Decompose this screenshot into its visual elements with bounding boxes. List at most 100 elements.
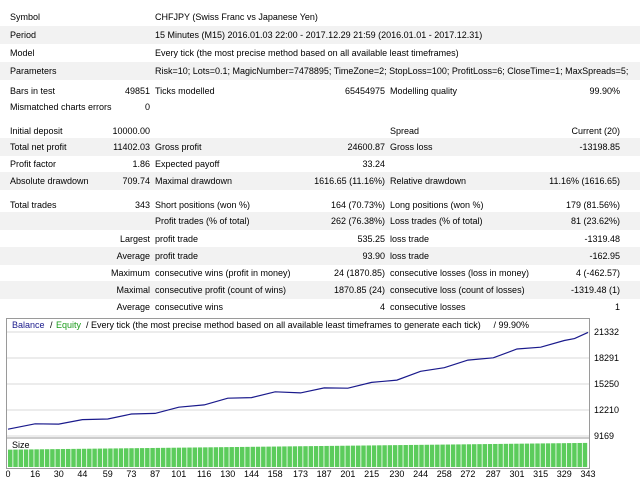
net-value: 11402.03 <box>113 142 150 152</box>
x-tick-label: 287 <box>486 469 501 479</box>
size-bar <box>461 444 466 467</box>
size-bar <box>324 445 329 467</box>
gross-loss-value: -13198.85 <box>579 142 620 152</box>
x-tick-label: 315 <box>533 469 548 479</box>
size-bar <box>382 445 387 467</box>
size-bar <box>408 444 414 467</box>
bars-value: 49851 <box>124 86 150 96</box>
size-bar <box>150 447 155 467</box>
pt-label: Profit trades (% of total) <box>155 216 250 226</box>
row-symbol: Symbol CHFJPY (Swiss Franc vs Japanese Y… <box>0 8 640 26</box>
ticks-label: Ticks modelled <box>155 86 215 96</box>
size-bar <box>456 444 461 467</box>
net-label: Total net profit <box>10 142 67 152</box>
size-bar <box>8 449 13 467</box>
row-largest: Largest profit trade 535.25 loss trade -… <box>0 230 640 248</box>
size-bar <box>361 445 366 467</box>
acl-label: consecutive losses <box>390 302 466 312</box>
short-value: 164 (70.73%) <box>330 200 385 210</box>
x-tick-label: 73 <box>126 469 136 479</box>
rel-dd-value: 11.16% (1616.65) <box>549 176 620 186</box>
x-tick-label: 201 <box>340 469 355 479</box>
mcl-label: consecutive losses (loss in money) <box>390 268 530 278</box>
y-tick-label: 9169 <box>594 431 614 441</box>
lt-value: 81 (23.62%) <box>570 216 620 226</box>
size-bar <box>276 446 282 467</box>
size-bar <box>329 445 335 467</box>
x-tick-label: 30 <box>54 469 64 479</box>
size-bar <box>535 443 540 467</box>
size-bar <box>23 449 29 467</box>
size-bar <box>255 446 261 467</box>
size-bar <box>166 447 171 467</box>
size-bar <box>450 444 456 467</box>
size-bar <box>171 447 176 467</box>
mcw-value: 24 (1870.85) <box>333 268 385 278</box>
largest-label: Largest <box>119 234 150 244</box>
size-bar <box>298 446 303 467</box>
size-bar <box>55 449 60 467</box>
row-profit-trades: Profit trades (% of total) 262 (76.38%) … <box>0 212 640 230</box>
max-dd-label: Maximal drawdown <box>155 176 233 186</box>
spread-label: Spread <box>390 126 420 136</box>
ap-label: profit trade <box>155 251 199 261</box>
legend-equity: Equity <box>56 320 82 330</box>
size-bar <box>371 445 377 467</box>
size-bar <box>445 444 451 467</box>
x-tick-label: 158 <box>268 469 283 479</box>
x-tick-label: 244 <box>413 469 428 479</box>
short-label: Short positions (won %) <box>155 200 251 210</box>
size-bar <box>429 444 435 467</box>
size-bar <box>155 447 161 467</box>
x-tick-label: 215 <box>364 469 379 479</box>
trades-value: 343 <box>134 200 150 210</box>
size-bar <box>44 449 50 467</box>
row-net-profit: Total net profit 11402.03 Gross profit 2… <box>0 138 640 156</box>
y-tick-label: 18291 <box>594 353 619 363</box>
symbol-label: Symbol <box>10 12 41 22</box>
size-bar <box>50 449 55 467</box>
size-bar <box>440 444 445 467</box>
gross-profit-value: 24600.87 <box>347 142 385 152</box>
size-bar <box>482 444 488 467</box>
al-label: loss trade <box>390 251 430 261</box>
ll-label: loss trade <box>390 234 430 244</box>
maximum-label: Maximum <box>110 268 150 278</box>
pt-value: 262 (76.38%) <box>330 216 385 226</box>
size-bar <box>503 443 509 467</box>
size-bar <box>524 443 530 467</box>
size-bar <box>39 449 45 467</box>
row-average-consecutive: Average consecutive wins 4 consecutive l… <box>0 298 640 316</box>
size-bar <box>566 443 572 467</box>
size-bar <box>102 448 108 467</box>
size-bar <box>313 446 319 467</box>
y-axis-ticks: 21332 18291 15250 12210 9169 <box>594 327 619 441</box>
size-bar <box>540 443 546 467</box>
size-bar <box>129 448 134 467</box>
size-bar <box>519 443 524 467</box>
x-tick-label: 272 <box>460 469 475 479</box>
ap-value: 93.90 <box>362 251 385 261</box>
size-bar <box>71 448 76 467</box>
model-label: Model <box>10 48 35 58</box>
size-bar <box>250 446 256 467</box>
x-tick-label: 101 <box>171 469 186 479</box>
size-bar <box>345 445 350 467</box>
size-bar <box>60 449 66 467</box>
size-bar <box>292 446 298 467</box>
size-bar <box>182 447 187 467</box>
size-bar <box>34 449 39 467</box>
x-tick-label: 343 <box>580 469 595 479</box>
size-bar <box>508 443 514 467</box>
max-dd-value: 1616.65 (11.16%) <box>314 176 385 186</box>
row-maximum: Maximum consecutive wins (profit in mone… <box>0 264 640 282</box>
y-tick-label: 21332 <box>594 327 619 337</box>
size-bar <box>145 448 150 467</box>
size-bar <box>266 446 271 467</box>
ep-label: Expected payoff <box>155 159 220 169</box>
x-tick-label: 144 <box>244 469 259 479</box>
size-bar <box>403 445 408 467</box>
size-bar <box>213 447 219 467</box>
x-axis-ticks: 0 16 30 44 59 73 87 101 116 130 144 158 173 187 201 215… <box>6 469 596 479</box>
size-label: Size <box>12 440 30 450</box>
